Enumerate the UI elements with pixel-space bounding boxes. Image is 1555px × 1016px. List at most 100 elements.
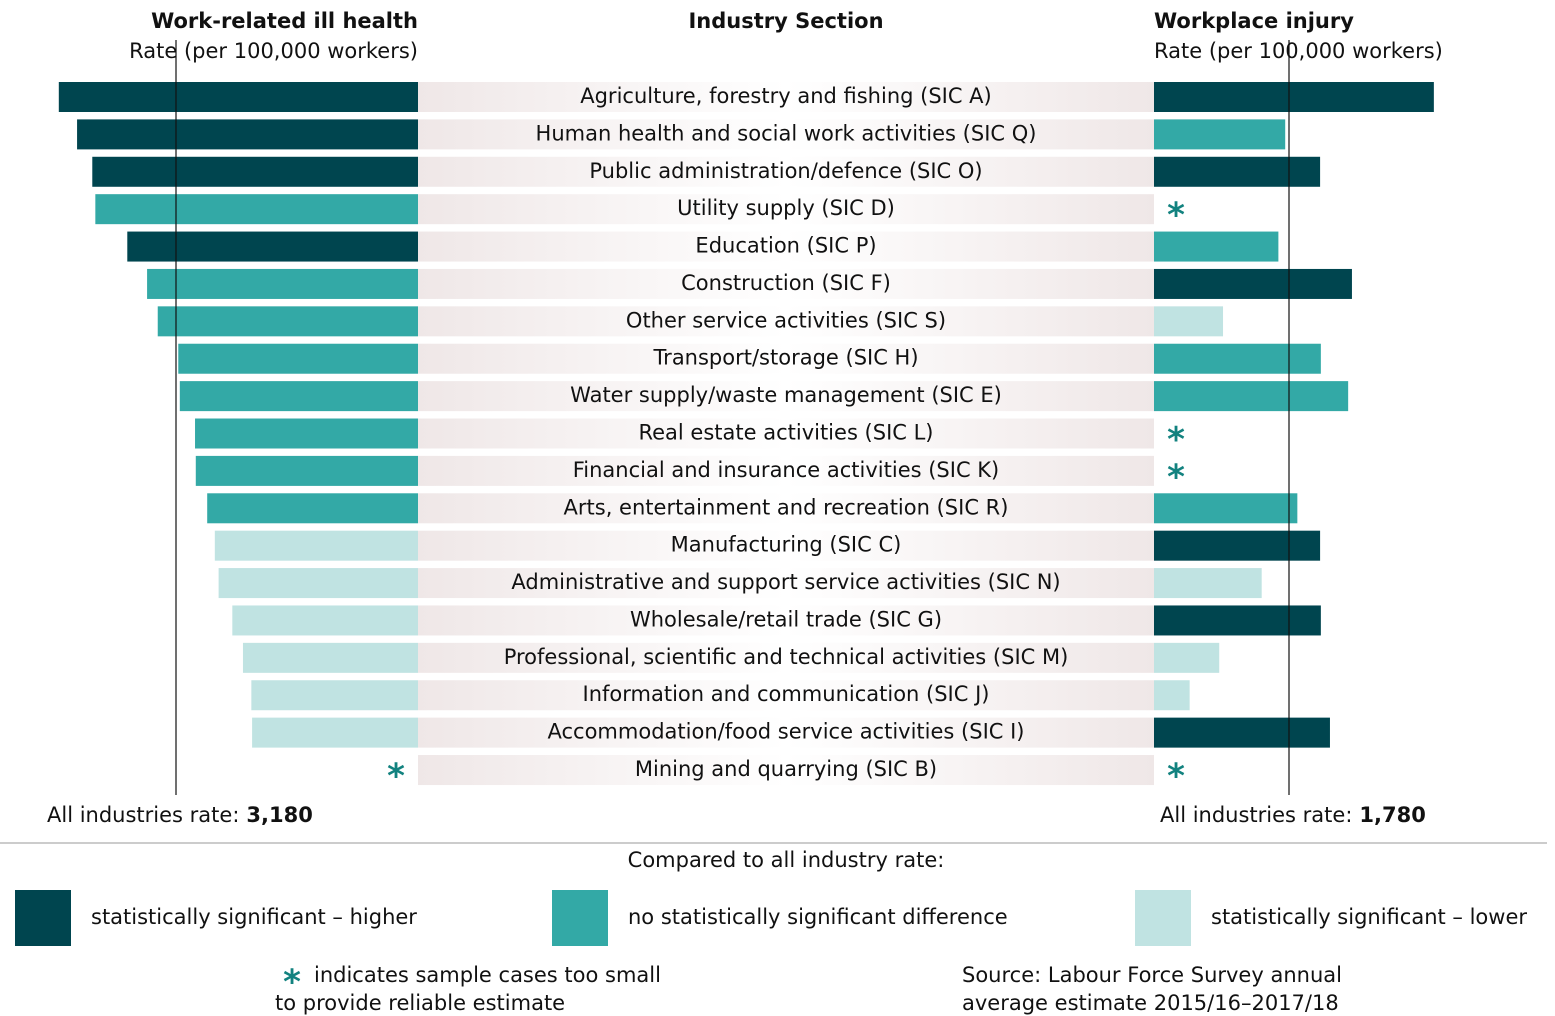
category-label: Transport/storage (SIC H)	[652, 346, 918, 370]
reference-text: All industries rate: 1,780	[1160, 803, 1426, 827]
left-title: Work-related ill health	[151, 9, 418, 33]
category-label: Construction (SIC F)	[681, 271, 891, 295]
row-band	[418, 455, 1154, 486]
chart-title: Industry Section	[688, 9, 883, 33]
category-label: Other service activities (SIC S)	[626, 308, 946, 332]
category-label: Arts, entertainment and recreation (SIC …	[564, 495, 1009, 519]
legend-swatch	[1135, 890, 1191, 946]
left-unit: Rate (per 100,000 workers)	[129, 39, 418, 63]
category-label: Public administration/defence (SIC O)	[589, 159, 982, 183]
bar	[1154, 493, 1298, 524]
row-band	[418, 306, 1154, 337]
bar	[1154, 381, 1349, 412]
reference-text: All industries rate: 3,180	[47, 803, 313, 827]
reference-value: 1,780	[1359, 803, 1425, 827]
category-label: Agriculture, forestry and fishing (SIC A…	[580, 84, 992, 108]
footnote: to provide reliable estimate	[275, 991, 565, 1015]
asterisk: *	[1167, 457, 1185, 497]
asterisk: *	[1167, 420, 1185, 460]
bar	[77, 119, 418, 150]
bar	[1154, 82, 1434, 112]
bar	[195, 418, 418, 449]
bar	[1154, 680, 1190, 711]
bar	[1154, 268, 1352, 299]
bar	[1154, 231, 1279, 262]
legend-label: statistically significant – lower	[1211, 905, 1527, 929]
bar	[1154, 119, 1286, 150]
row-band	[418, 231, 1154, 262]
row-band	[418, 343, 1154, 374]
category-label: Mining and quarrying (SIC B)	[635, 757, 937, 781]
source: Source: Labour Force Survey annual	[962, 963, 1342, 987]
legend-swatch	[552, 890, 608, 946]
legend-swatch	[15, 890, 71, 946]
asterisk: *	[387, 757, 405, 797]
category-label: Manufacturing (SIC C)	[671, 533, 902, 557]
bar	[1154, 717, 1330, 748]
reference-prefix: All industries rate:	[1160, 803, 1352, 827]
bar	[207, 493, 418, 524]
row-band	[418, 605, 1154, 636]
legend-label: statistically significant – higher	[91, 905, 417, 929]
bar	[252, 717, 418, 748]
bar	[95, 194, 418, 225]
row-band	[418, 156, 1154, 187]
bar	[218, 568, 418, 599]
footnote: indicates sample cases too small	[314, 963, 661, 987]
bar	[242, 642, 418, 673]
bar	[178, 343, 418, 374]
category-label: Water supply/waste management (SIC E)	[570, 383, 1002, 407]
bar	[195, 455, 418, 486]
row-band	[418, 493, 1154, 524]
row-band	[418, 82, 1154, 112]
reference-value: 3,180	[246, 803, 312, 827]
category-label: Accommodation/food service activities (S…	[548, 720, 1025, 744]
bar	[92, 156, 418, 187]
row-band	[418, 119, 1154, 150]
legend-title: Compared to all industry rate:	[628, 848, 945, 872]
category-label: Administrative and support service activ…	[511, 570, 1060, 594]
bar	[251, 680, 418, 711]
bar	[232, 605, 418, 636]
category-label: Professional, scientific and technical a…	[504, 645, 1069, 669]
row-band	[418, 680, 1154, 711]
row-band	[418, 568, 1154, 599]
bar	[157, 306, 419, 337]
row-band	[418, 194, 1154, 225]
right-title: Workplace injury	[1154, 9, 1354, 33]
bar	[1154, 343, 1321, 374]
asterisk: *	[1167, 196, 1185, 236]
bar	[1154, 306, 1224, 337]
bar	[1154, 605, 1321, 636]
bar	[127, 231, 419, 262]
category-label: Education (SIC P)	[695, 234, 876, 258]
row-band	[418, 381, 1154, 412]
reference-prefix: All industries rate:	[47, 803, 239, 827]
bar	[1154, 568, 1262, 599]
category-label: Information and communication (SIC J)	[583, 682, 990, 706]
bar	[147, 268, 418, 299]
asterisk: *	[283, 963, 301, 1003]
row-band	[418, 755, 1154, 786]
bar	[179, 381, 418, 412]
bar	[1154, 156, 1321, 187]
category-label: Real estate activities (SIC L)	[638, 421, 933, 445]
row-band	[418, 717, 1154, 748]
right-unit: Rate (per 100,000 workers)	[1154, 39, 1443, 63]
row-band	[418, 268, 1154, 299]
source: average estimate 2015/16–2017/18	[962, 991, 1339, 1015]
row-band	[418, 530, 1154, 561]
bar	[58, 82, 419, 112]
row-band	[418, 642, 1154, 673]
category-label: Human health and social work activities …	[536, 121, 1037, 145]
category-label: Financial and insurance activities (SIC …	[573, 458, 1000, 482]
bar	[214, 530, 418, 561]
legend-label: no statistically significant difference	[628, 905, 1008, 929]
bar	[1154, 642, 1220, 673]
category-label: Wholesale/retail trade (SIC G)	[630, 607, 942, 631]
bar	[1154, 530, 1321, 561]
asterisk: *	[1167, 757, 1185, 797]
row-band	[418, 418, 1154, 449]
category-label: Utility supply (SIC D)	[677, 196, 895, 220]
